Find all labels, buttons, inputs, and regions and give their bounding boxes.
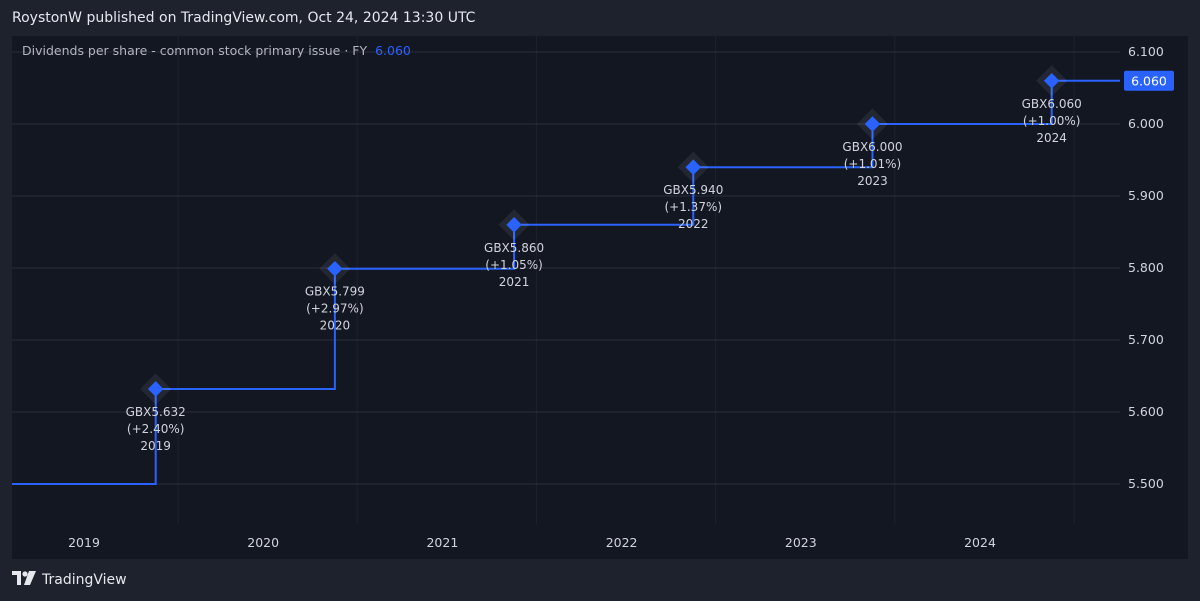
data-label-value: GBX6.000 bbox=[842, 140, 902, 154]
data-label-year: 2022 bbox=[678, 217, 709, 231]
last-value-badge bbox=[1124, 70, 1174, 91]
data-label-change: (+1.05%) bbox=[485, 258, 543, 272]
data-label-value: GBX5.860 bbox=[484, 241, 544, 255]
data-label-year: 2021 bbox=[499, 275, 530, 289]
x-tick-label: 2020 bbox=[247, 535, 279, 550]
data-label-value: GBX5.632 bbox=[126, 405, 186, 419]
tradingview-logo-icon[interactable] bbox=[12, 571, 36, 589]
x-tick-label: 2024 bbox=[964, 535, 996, 550]
x-tick-label: 2021 bbox=[426, 535, 458, 550]
chart-area[interactable]: 5.500 5.600 5.700 5.800 5.900 6.000 6.100 2019 2… bbox=[12, 36, 1188, 559]
data-point-marker bbox=[1043, 73, 1060, 89]
data-label-change: (+2.97%) bbox=[306, 302, 364, 316]
data-label-year: 2019 bbox=[140, 439, 171, 453]
y-tick-label: 6.000 bbox=[1128, 116, 1164, 131]
data-label-change: (+1.37%) bbox=[665, 200, 723, 214]
dividend-step-line bbox=[12, 79, 1120, 485]
y-tick-label: 5.600 bbox=[1128, 404, 1164, 419]
data-label-change: (+1.01%) bbox=[844, 157, 902, 171]
y-tick-label: 6.100 bbox=[1128, 44, 1164, 59]
y-tick-label: 5.900 bbox=[1128, 188, 1164, 203]
legend-label: Dividends per share - common stock prima… bbox=[22, 43, 368, 58]
legend: Dividends per share - common stock prima… bbox=[22, 43, 411, 58]
publish-info: RoystonW published on TradingView.com, O… bbox=[12, 10, 476, 26]
data-label-change: (+1.00%) bbox=[1023, 114, 1081, 128]
data-label-year: 2020 bbox=[320, 319, 351, 333]
data-label-change: (+2.40%) bbox=[127, 422, 185, 436]
footer: TradingView bbox=[12, 568, 127, 592]
y-tick-label: 5.700 bbox=[1128, 332, 1164, 347]
x-tick-label: 2023 bbox=[785, 535, 817, 550]
dividend-chart: 5.500 5.600 5.700 5.800 5.900 6.000 6.100 2019 2… bbox=[12, 36, 1174, 550]
data-label-value: GBX5.940 bbox=[663, 183, 723, 197]
data-label-year: 2023 bbox=[857, 174, 888, 188]
legend-value: 6.060 bbox=[375, 43, 411, 58]
data-point-marker bbox=[147, 381, 164, 397]
data-point-marker bbox=[506, 217, 522, 233]
x-tick-label: 2022 bbox=[606, 535, 638, 550]
data-label-year: 2024 bbox=[1036, 131, 1067, 145]
last-value-label: 6.060 bbox=[1131, 73, 1167, 88]
data-label-value: GBX5.799 bbox=[305, 285, 365, 299]
x-tick-label: 2019 bbox=[68, 535, 100, 550]
footer-brand[interactable]: TradingView bbox=[42, 572, 127, 588]
y-tick-label: 5.800 bbox=[1128, 260, 1164, 275]
y-tick-label: 5.500 bbox=[1128, 476, 1164, 491]
data-label-value: GBX6.060 bbox=[1022, 97, 1082, 111]
